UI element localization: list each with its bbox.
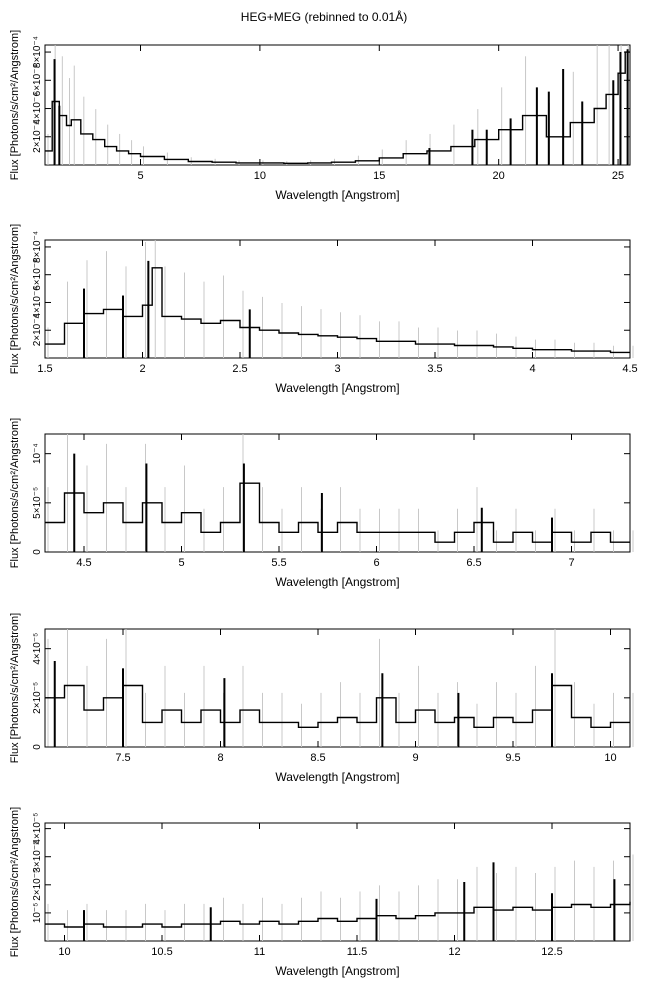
x-tick-label: 10 [604, 752, 616, 764]
y-tick-label: 3×10⁻⁵ [32, 841, 43, 873]
x-tick-label: 7 [568, 557, 574, 569]
x-tick-label: 5 [178, 557, 184, 569]
spectrum-line [45, 51, 630, 164]
y-tick-label: 0 [32, 744, 43, 750]
x-tick-label: 3.5 [427, 363, 442, 375]
x-tick-label: 10.5 [151, 946, 172, 958]
x-axis-label: Wavelength [Angstrom] [275, 381, 399, 395]
x-tick-label: 25 [612, 170, 624, 182]
y-tick-label: 8×10⁻⁴ [32, 231, 43, 263]
y-tick-label: 4×10⁻⁴ [32, 286, 43, 318]
spectrum-panel-4: 7.5 8 8.5 9 9.5 10 0 2×10⁻⁵ 4×10⁻⁵ Wavelength [An… [9, 613, 634, 784]
x-tick-label: 5.5 [271, 557, 286, 569]
x-tick-label: 15 [373, 170, 385, 182]
y-tick-label: 6×10⁻⁴ [32, 259, 43, 291]
y-axis-label: Flux [Photons/s/cm²/Angstrom] [9, 807, 21, 957]
x-tick-label: 4.5 [76, 557, 91, 569]
y-axis-label: Flux [Photons/s/cm²/Angstrom] [9, 613, 21, 763]
x-tick-label: 11.5 [347, 946, 368, 958]
y-axis-label: Flux [Photons/s/cm²/Angstrom] [9, 418, 21, 568]
x-tick-label: 8.5 [310, 752, 325, 764]
y-tick-label: 0 [32, 549, 43, 555]
x-tick-label: 9 [412, 752, 418, 764]
x-tick-label: 11 [254, 946, 265, 958]
spectrum-line [45, 901, 631, 928]
y-tick-label: 4×10⁻⁵ [32, 633, 43, 665]
y-axis-label: Flux [Photons/s/cm²/Angstrom] [9, 224, 21, 374]
y-axis-label: Flux [Photons/s/cm²/Angstrom] [9, 30, 21, 180]
spectrum-panel-5: 10 10.5 11 11.5 12 12.5 10⁻⁵ 2×10⁻⁵3×10⁻⁵4×10⁻⁵… [9, 807, 634, 978]
x-tick-label: 8 [217, 752, 223, 764]
x-axis-label: Wavelength [Angstrom] [275, 188, 399, 202]
x-tick-label: 4 [529, 363, 535, 375]
spectrum-line [45, 267, 630, 354]
x-tick-label: 10 [58, 946, 70, 958]
page-title: HEG+MEG (rebinned to 0.01Å) [240, 10, 408, 24]
y-tick-label: 2×10⁻⁴ [32, 121, 43, 153]
x-axis-label: Wavelength [Angstrom] [275, 964, 399, 978]
x-tick-label: 2 [139, 363, 145, 375]
y-tick-label: 5×10⁻⁵ [32, 487, 43, 519]
x-tick-label: 12.5 [541, 946, 562, 958]
plot-frame [44, 822, 631, 942]
plot-frame [44, 239, 631, 359]
y-tick-label: 4×10⁻⁴ [32, 92, 43, 124]
y-tick-label: 4×10⁻⁵ [32, 813, 43, 845]
x-tick-label: 3 [334, 363, 340, 375]
y-tick-label: 8×10⁻⁴ [32, 36, 43, 68]
y-tick-label: 2×10⁻⁵ [32, 682, 43, 714]
x-tick-label: 12 [448, 946, 460, 958]
spectrum-panel-1: 5 10 15 20 25 2×10⁻⁴4×10⁻⁴6×10⁻⁴8×10⁻⁴ Wavelen… [9, 30, 631, 202]
y-tick-label: 6×10⁻⁴ [32, 64, 43, 96]
spectrum-line [45, 482, 630, 543]
x-tick-label: 1.5 [37, 363, 52, 375]
spectrum-line [45, 684, 630, 728]
x-tick-label: 6 [373, 557, 379, 569]
x-tick-label: 20 [493, 170, 505, 182]
plot-frame [44, 433, 631, 553]
y-tick-label: 10⁻⁴ [32, 443, 43, 464]
plot-frame [44, 44, 631, 166]
x-tick-label: 4.5 [622, 363, 637, 375]
x-tick-label: 7.5 [115, 752, 130, 764]
x-axis-label: Wavelength [Angstrom] [275, 770, 399, 784]
x-tick-label: 10 [254, 170, 266, 182]
spectrum-panel-2: 1.5 2 2.5 3 3.5 4 4.5 2×10⁻⁴4×10⁻⁴6×10⁻⁴8×10⁻⁴ W… [9, 224, 638, 395]
y-tick-label: 10⁻⁵ [32, 903, 43, 924]
x-axis-label: Wavelength [Angstrom] [275, 575, 399, 589]
x-tick-label: 9.5 [505, 752, 520, 764]
x-tick-label: 2.5 [232, 363, 247, 375]
spectrum-panel-3: 4.5 5 5.5 6 6.5 7 0 5×10⁻⁵ 10⁻⁴ Wavelength [Angst… [9, 418, 634, 589]
x-tick-label: 5 [137, 170, 143, 182]
y-tick-label: 2×10⁻⁵ [32, 869, 43, 901]
plot-frame [44, 628, 631, 748]
y-tick-label: 2×10⁻⁴ [32, 314, 43, 346]
x-tick-label: 6.5 [466, 557, 481, 569]
